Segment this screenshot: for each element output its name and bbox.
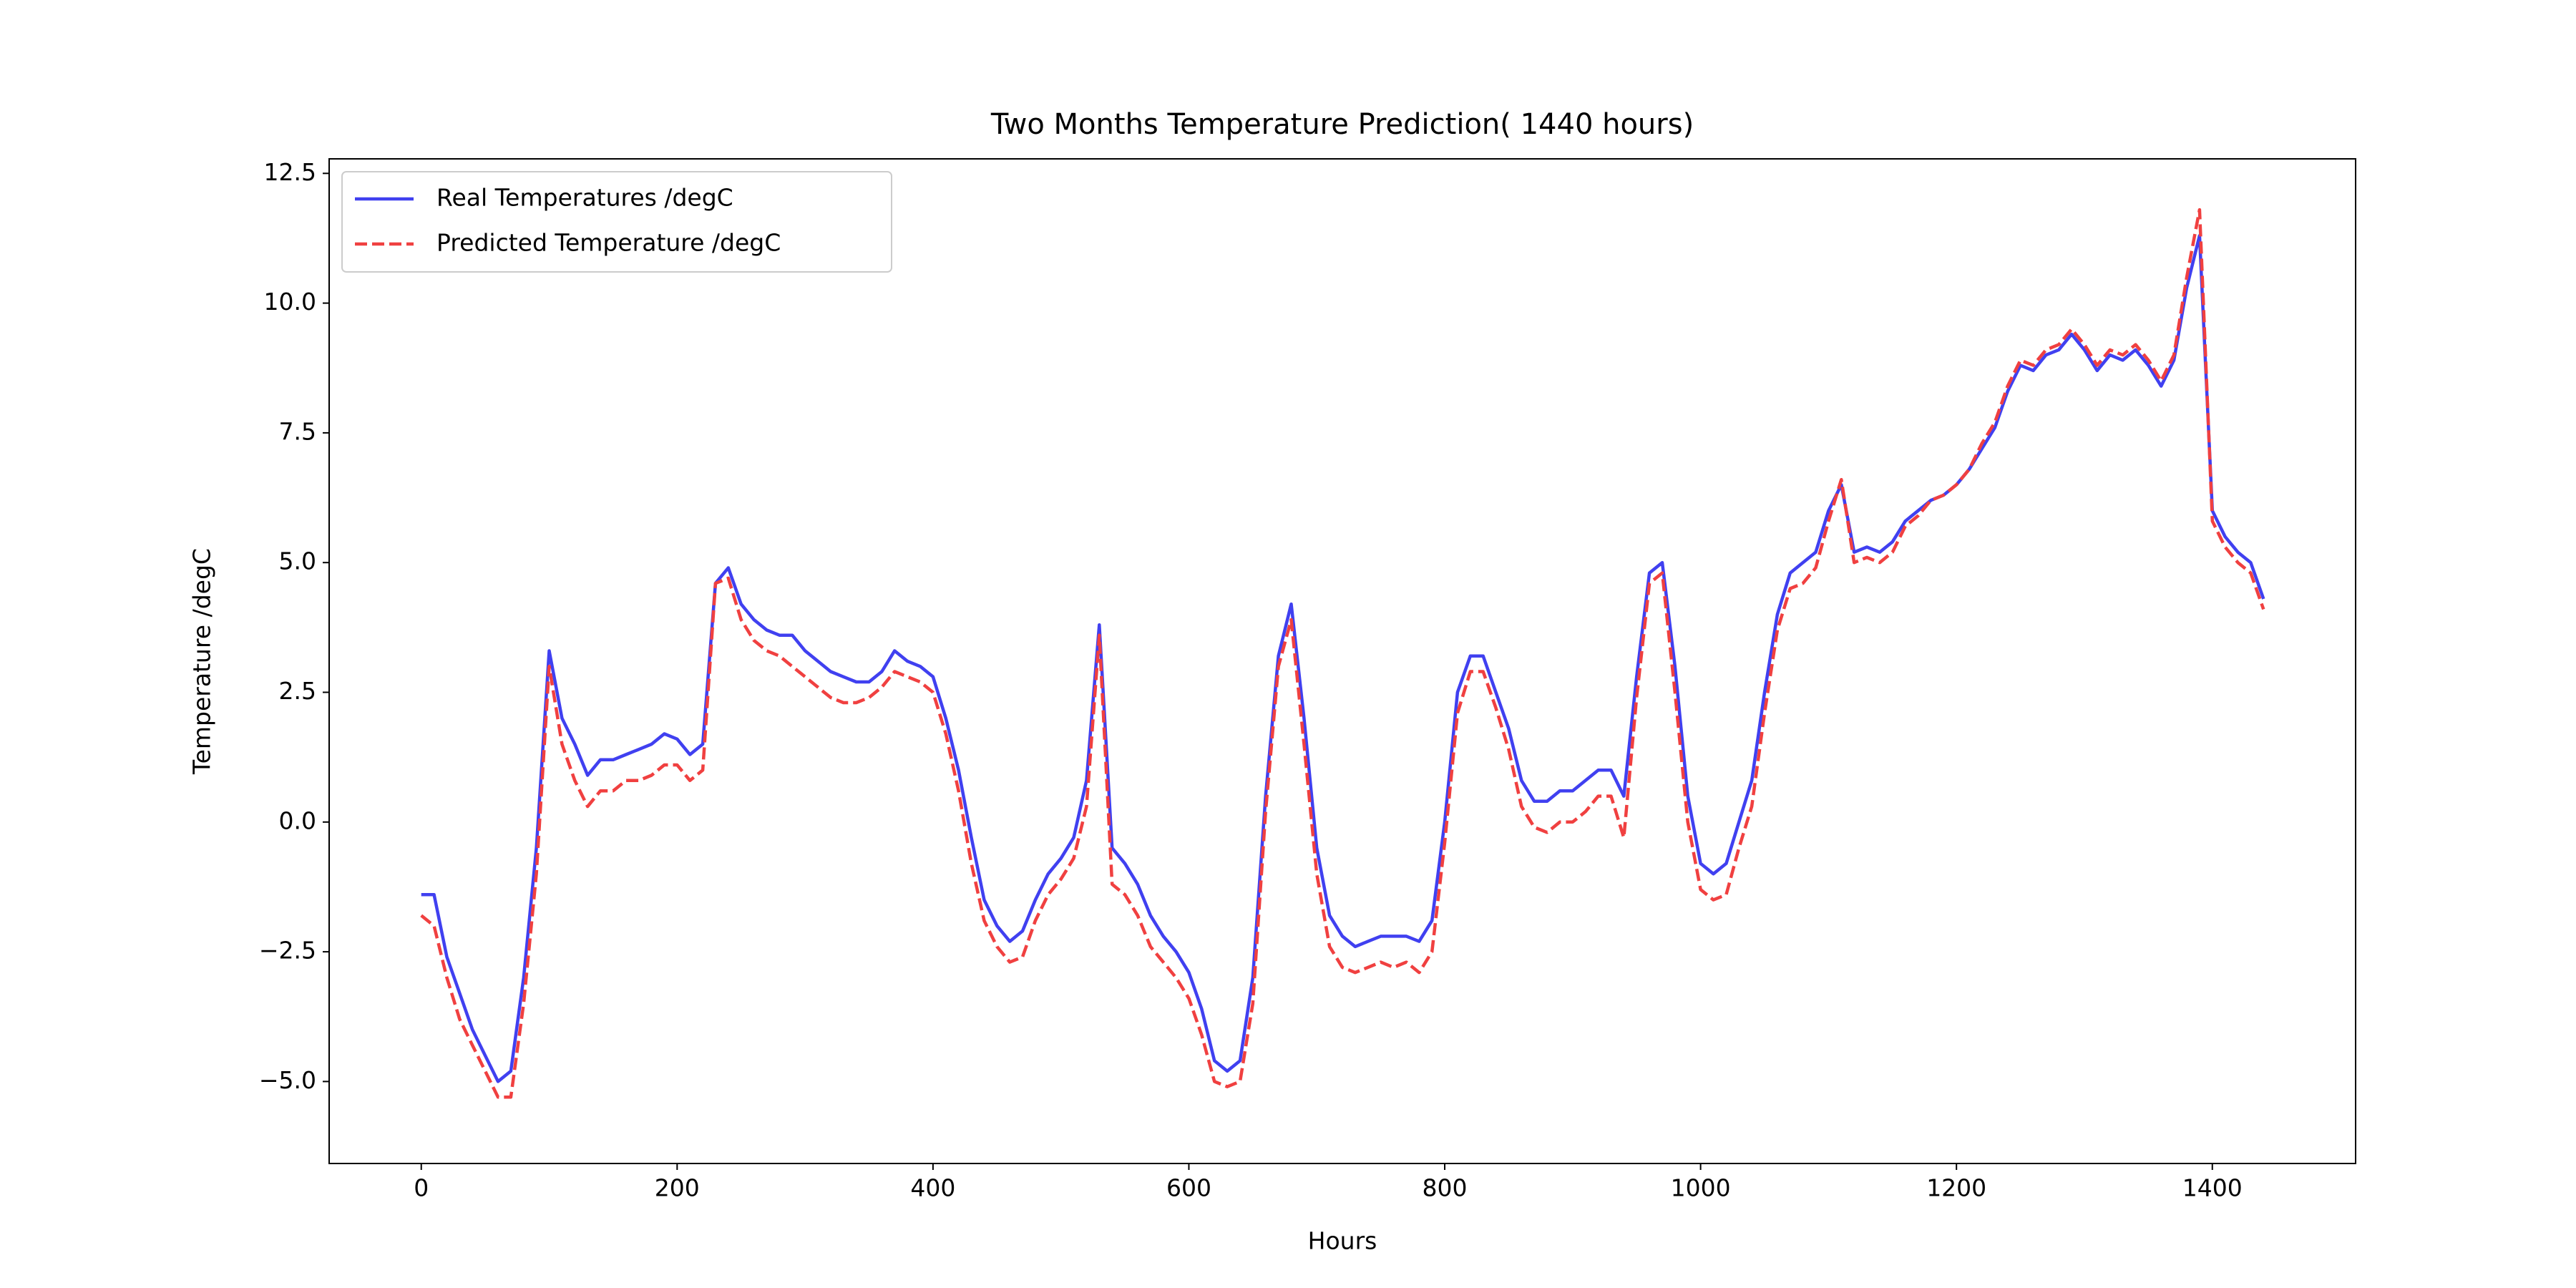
x-tick-label: 0: [414, 1174, 429, 1202]
x-tick-label: 400: [910, 1174, 955, 1202]
x-axis-label: Hours: [1308, 1227, 1377, 1255]
x-tick-label: 800: [1423, 1174, 1468, 1202]
legend-label: Predicted Temperature /degC: [436, 229, 781, 257]
y-axis-label: Temperature /degC: [188, 548, 216, 775]
y-tick-label: 2.5: [279, 677, 316, 705]
y-tick-label: 5.0: [279, 547, 316, 575]
x-tick-label: 200: [655, 1174, 700, 1202]
x-tick-label: 1200: [1926, 1174, 1986, 1202]
chart-title: Two Months Temperature Prediction( 1440 …: [990, 108, 1694, 141]
y-tick-label: 12.5: [264, 158, 316, 186]
legend-label: Real Temperatures /degC: [436, 184, 733, 212]
y-tick-label: 0.0: [279, 806, 316, 834]
x-tick-label: 1400: [2182, 1174, 2243, 1202]
x-tick-label: 1000: [1671, 1174, 1731, 1202]
y-tick-label: −5.0: [259, 1066, 316, 1094]
y-tick-label: −2.5: [259, 937, 316, 965]
x-tick-label: 600: [1166, 1174, 1211, 1202]
axes-frame: [328, 158, 2356, 1164]
y-tick-label: 10.0: [264, 288, 316, 316]
legend-box: [341, 171, 892, 273]
line-series: [420, 208, 2265, 1099]
line-series: [421, 234, 2265, 1083]
y-tick-label: 7.5: [279, 417, 316, 445]
